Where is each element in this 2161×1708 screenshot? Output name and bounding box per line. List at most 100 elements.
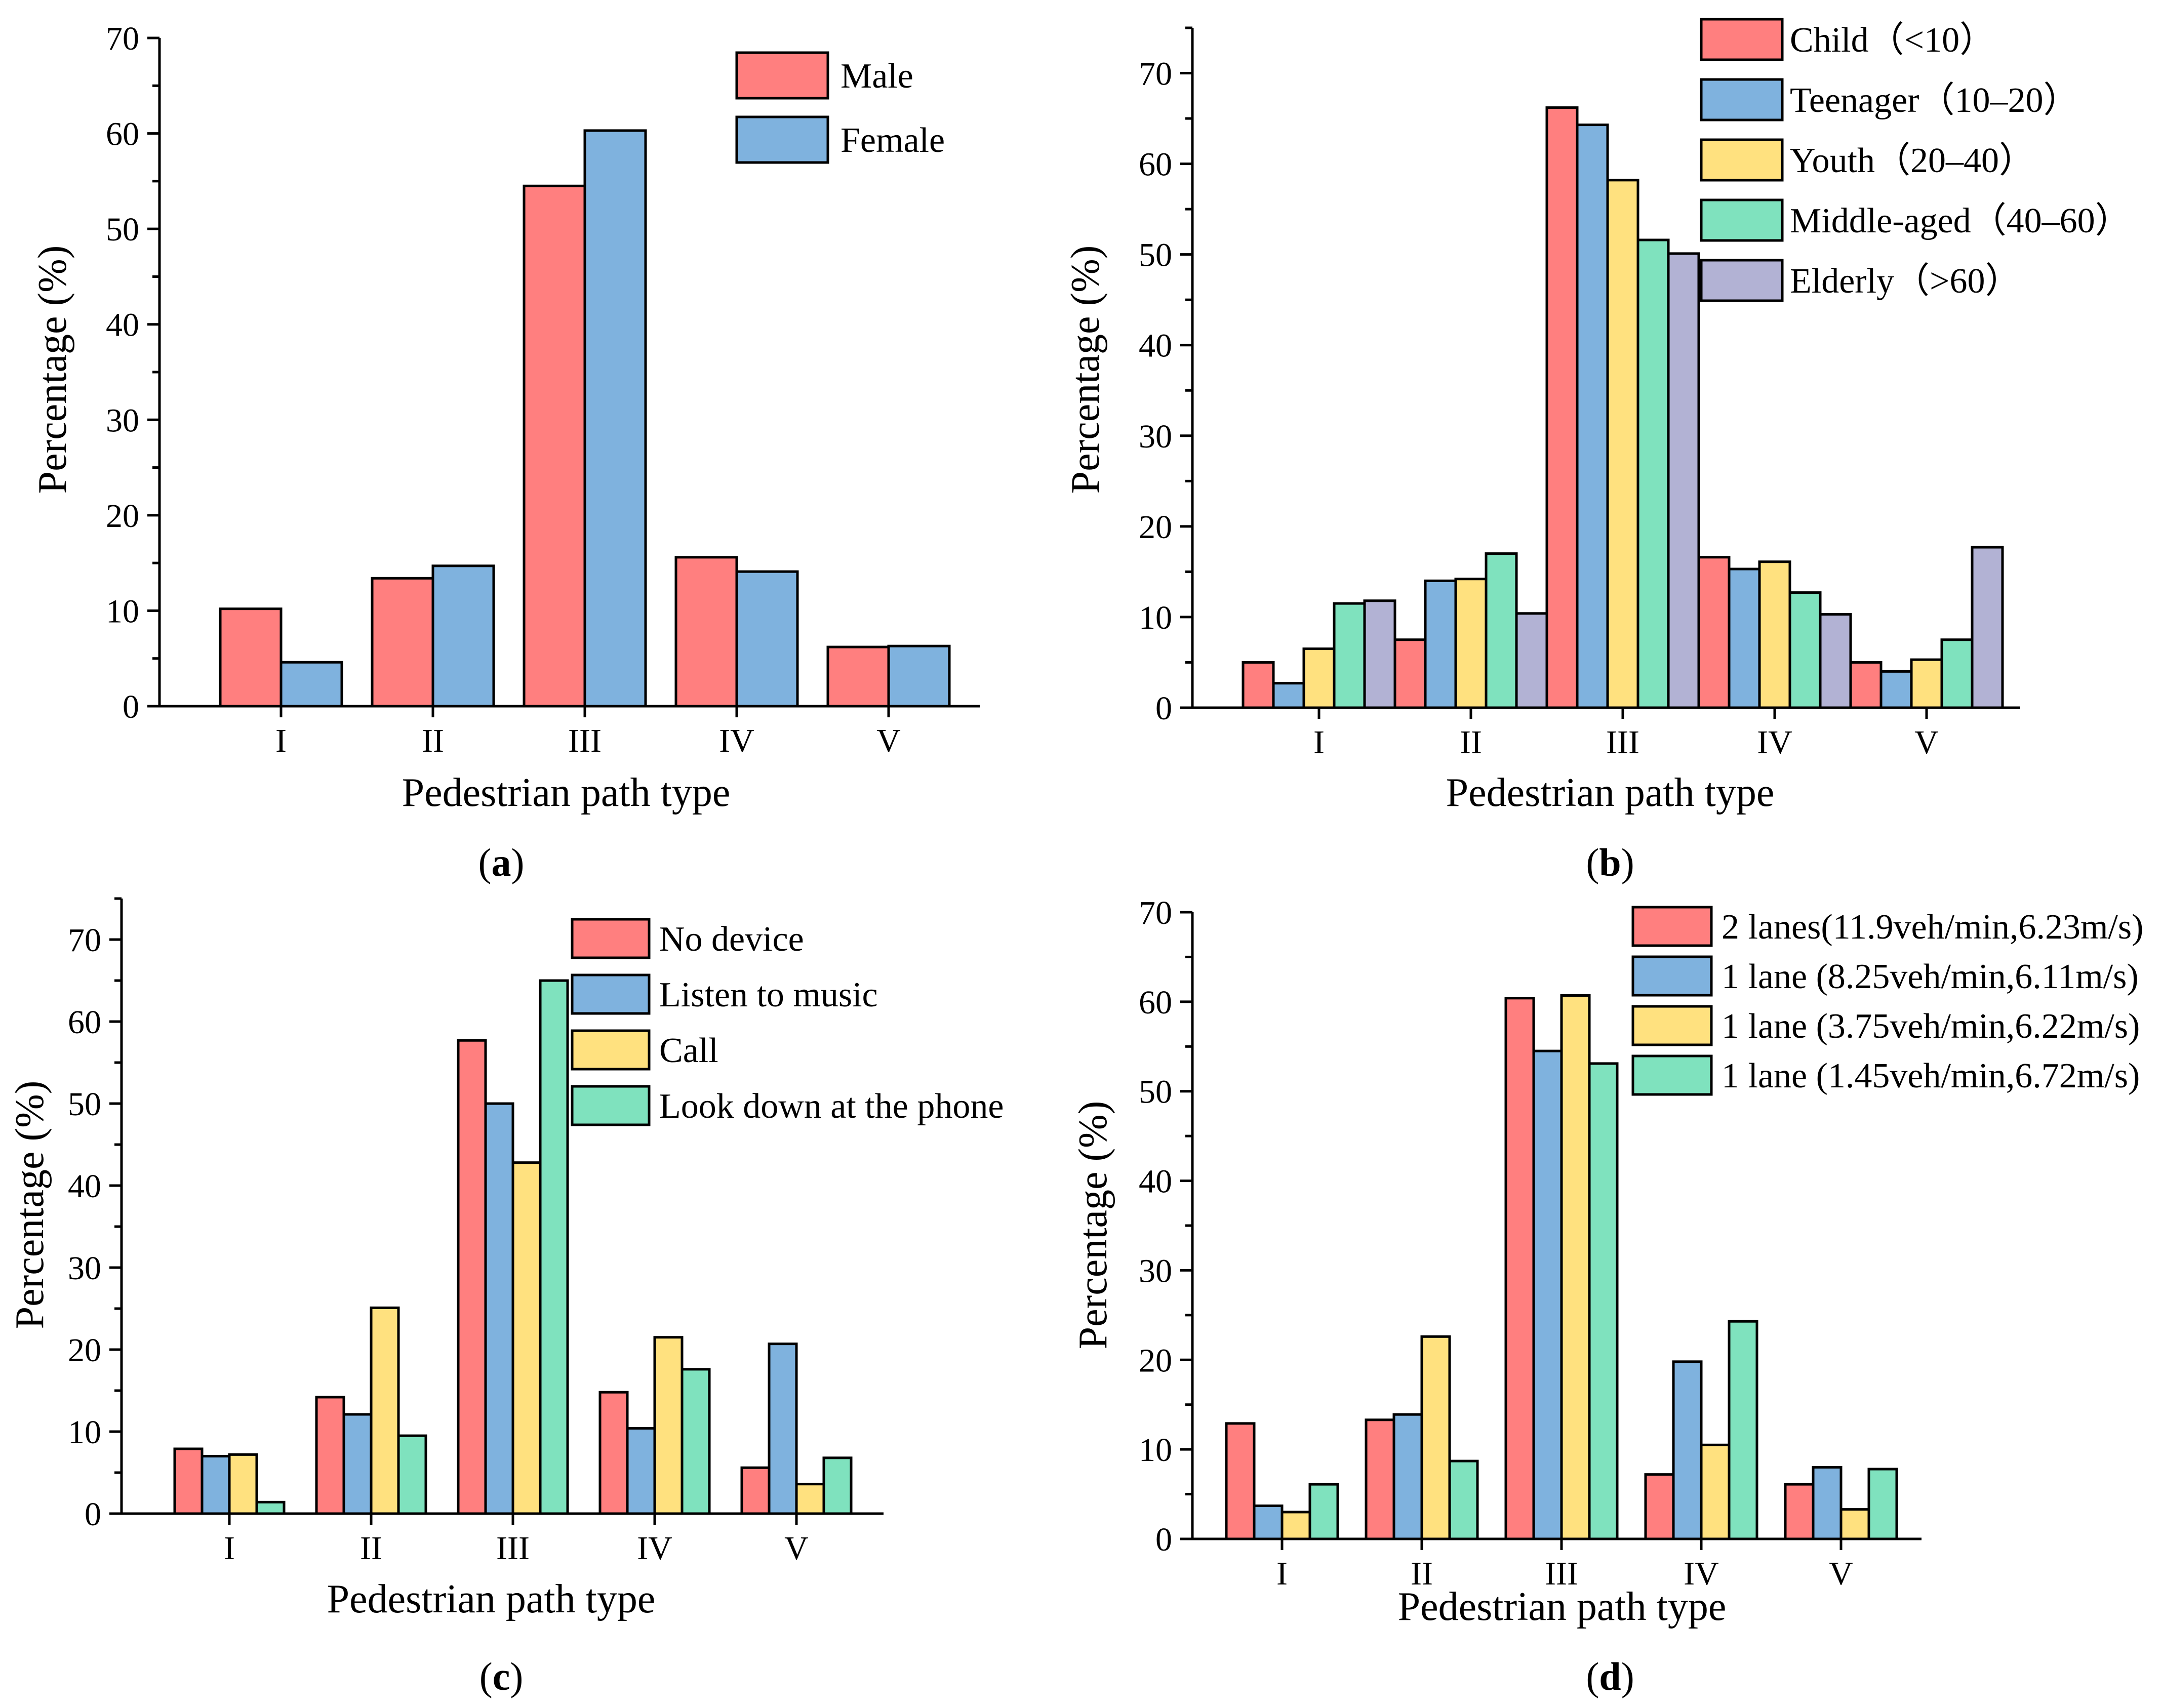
bar-b-I-1: [1242, 661, 1275, 709]
bar-c-II-1: [315, 1396, 345, 1515]
legend-d: 2 lanes(11.9veh/min,6.23m/s) 1 lane (8.25…: [1631, 906, 2143, 1096]
x-tick-label: V: [1914, 724, 1939, 761]
legend-label: Listen to music: [659, 975, 878, 1014]
y-tick-label: 70: [68, 922, 101, 959]
legend-swatch: [571, 1085, 651, 1126]
y-tick-label: 50: [68, 1086, 101, 1123]
bar-a-V-1: [826, 645, 890, 708]
x-tick-label: II: [1460, 724, 1482, 761]
legend-label: Call: [659, 1031, 718, 1070]
bar-d-V-3: [1839, 1508, 1870, 1540]
y-tick-label: 40: [1139, 1163, 1172, 1200]
bar-a-IV-2: [735, 570, 799, 708]
bar-d-IV-3: [1700, 1443, 1731, 1540]
panel-caption: (d): [1586, 1654, 1634, 1698]
x-axis-title: Pedestrian path type: [327, 1577, 656, 1621]
x-tick-label: II: [360, 1530, 382, 1567]
legend-label: No device: [659, 920, 804, 959]
legend-swatch: [1700, 198, 1784, 242]
legend-b: Child（<10） Teenager（10–20） Youth（20–40） Mid…: [1700, 18, 2131, 302]
y-tick-label: 40: [106, 307, 139, 344]
bar-c-IV-4: [681, 1368, 711, 1515]
y-tick-label: 30: [1139, 418, 1172, 455]
x-tick-label: III: [568, 722, 602, 759]
bar-b-I-5: [1363, 599, 1396, 709]
legend-label: Elderly（>60）: [1790, 262, 2021, 301]
y-tick-label: 30: [106, 402, 139, 439]
bar-d-I-3: [1280, 1511, 1311, 1540]
legend-swatch: [1700, 138, 1784, 182]
bar-c-IV-2: [626, 1427, 656, 1515]
legend-swatch: [1700, 259, 1784, 302]
y-tick-label: 20: [68, 1332, 101, 1369]
y-tick-label: 40: [68, 1168, 101, 1205]
bar-b-I-4: [1333, 602, 1366, 709]
x-tick-label: IV: [637, 1530, 672, 1567]
bar-d-V-4: [1867, 1468, 1898, 1540]
bar-d-IV-2: [1672, 1360, 1703, 1540]
bar-a-I-1: [219, 607, 283, 708]
bar-b-IV-4: [1788, 591, 1822, 709]
bar-c-V-4: [822, 1456, 853, 1515]
bar-c-I-4: [255, 1500, 286, 1515]
bar-a-II-1: [371, 577, 434, 708]
bar-c-III-1: [457, 1039, 487, 1515]
legend-swatch: [1631, 1005, 1713, 1046]
bar-d-IV-4: [1728, 1320, 1758, 1540]
bar-d-I-2: [1253, 1504, 1284, 1540]
legend-a: Male Female: [735, 51, 945, 164]
bar-d-III-1: [1504, 997, 1535, 1540]
x-tick-label: I: [224, 1530, 235, 1567]
y-tick-label: 60: [1139, 146, 1172, 183]
y-tick-label: 10: [106, 593, 139, 630]
legend-swatch: [735, 115, 829, 164]
bar-b-II-2: [1424, 579, 1457, 709]
bar-c-I-2: [201, 1455, 231, 1515]
legend-label: Male: [841, 57, 913, 96]
bar-a-V-2: [887, 644, 951, 708]
legend-swatch: [1700, 18, 1784, 61]
y-axis-title: Percentage (%): [1063, 246, 1108, 494]
x-tick-label: IV: [719, 722, 754, 759]
bar-b-V-1: [1849, 661, 1883, 709]
x-tick-label: V: [876, 722, 901, 759]
legend-label: Look down at the phone: [659, 1087, 1004, 1126]
bar-b-V-3: [1910, 658, 1943, 709]
y-tick-label: 60: [68, 1004, 101, 1041]
legend-label: 2 lanes(11.9veh/min,6.23m/s): [1722, 908, 2143, 947]
y-tick-label: 10: [1139, 599, 1172, 636]
bar-d-III-4: [1588, 1062, 1619, 1540]
bar-c-I-3: [228, 1453, 258, 1515]
legend-swatch: [571, 1029, 651, 1071]
legend-c: No device Listen to music Call Look down at…: [571, 918, 1004, 1126]
bar-c-IV-3: [653, 1336, 684, 1515]
bar-c-I-1: [173, 1447, 204, 1515]
bar-b-II-3: [1454, 578, 1488, 709]
legend-label: 1 lane (3.75veh/min,6.22m/s): [1722, 1007, 2140, 1046]
bar-c-V-3: [795, 1483, 825, 1515]
bar-b-IV-5: [1819, 613, 1852, 709]
bar-b-III-5: [1667, 252, 1700, 709]
y-tick-label: 10: [68, 1414, 101, 1451]
y-tick-label: 60: [1139, 984, 1172, 1021]
bar-d-I-1: [1225, 1422, 1256, 1540]
bar-d-II-1: [1365, 1418, 1395, 1540]
x-axis-title: Pedestrian path type: [402, 770, 731, 815]
x-axis-title: Pedestrian path type: [1398, 1584, 1727, 1629]
x-tick-label: IV: [1684, 1555, 1719, 1592]
bar-d-II-4: [1448, 1459, 1479, 1540]
y-axis-title: Percentage (%): [1071, 1101, 1115, 1350]
y-tick-label: 50: [106, 211, 139, 248]
bar-d-II-3: [1420, 1335, 1451, 1540]
y-axis-title: Percentage (%): [30, 246, 75, 494]
bar-a-III-2: [583, 129, 647, 708]
bar-c-V-2: [768, 1343, 798, 1515]
y-tick-label: 0: [1155, 1521, 1172, 1558]
y-tick-label: 70: [1139, 56, 1172, 93]
bar-b-II-1: [1393, 638, 1427, 709]
y-tick-label: 40: [1139, 328, 1172, 364]
legend-swatch: [1700, 78, 1784, 121]
